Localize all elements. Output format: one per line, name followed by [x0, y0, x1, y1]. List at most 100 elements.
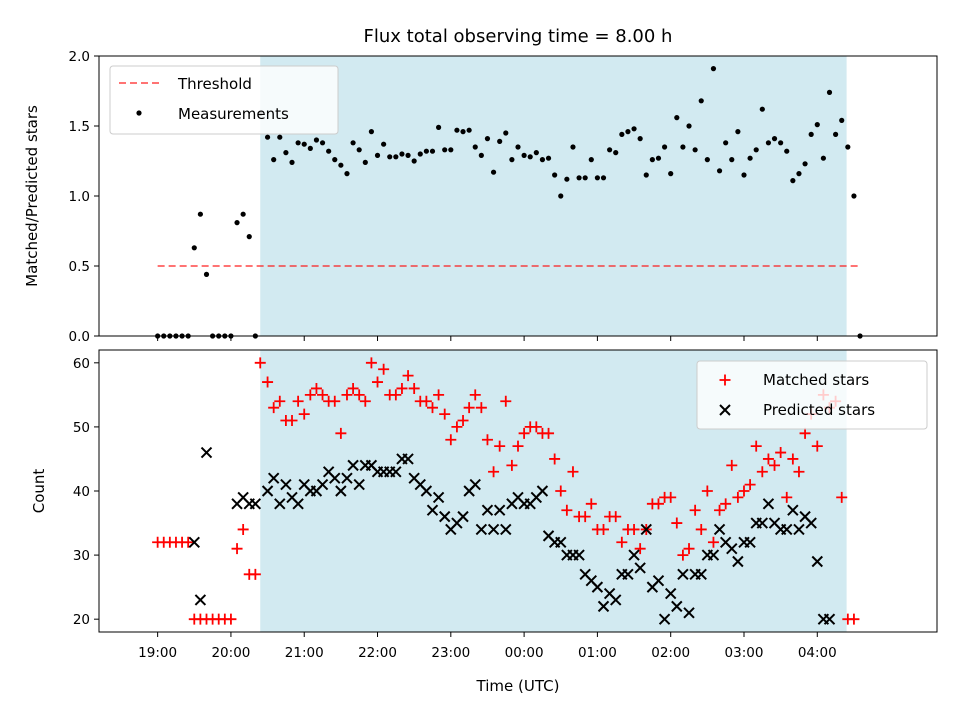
x-tick-label: 19:00 — [138, 645, 177, 661]
measurement-point — [484, 136, 491, 142]
predicted-point — [597, 600, 610, 613]
measurement-point — [429, 148, 436, 154]
matched-point — [475, 402, 487, 414]
x-tick-label: 22:00 — [358, 645, 397, 661]
x-tick-label: 21:00 — [285, 645, 324, 661]
measurement-point — [368, 129, 375, 135]
predicted-point — [329, 472, 341, 484]
measurement-point — [295, 140, 301, 146]
measurement-point — [289, 159, 295, 165]
predicted-point — [500, 523, 512, 536]
matched-point — [665, 491, 677, 503]
legend-box — [696, 360, 928, 430]
measurement-point — [460, 129, 466, 135]
matched-point — [701, 485, 713, 497]
matched-point — [848, 613, 860, 625]
measurement-point — [704, 157, 710, 163]
predicted-point — [469, 478, 481, 491]
legend-measurements-label: Measurements — [178, 105, 289, 123]
measurement-point — [527, 154, 533, 160]
measurement-point — [313, 137, 320, 143]
predicted-point — [341, 472, 353, 484]
matched-point — [304, 389, 316, 401]
measurement-point — [839, 117, 845, 123]
predicted-point — [671, 600, 683, 613]
predicted-point — [353, 478, 365, 491]
matched-point — [555, 485, 567, 497]
matched-point — [756, 466, 768, 478]
measurement-point — [442, 147, 448, 153]
measurement-point — [576, 175, 582, 181]
matched-point — [530, 421, 542, 433]
matched-point — [506, 459, 518, 471]
measurement-point — [454, 127, 460, 133]
measurement-point — [478, 152, 484, 158]
matched-point — [329, 395, 341, 407]
measurement-point — [851, 193, 857, 199]
matched-point — [481, 434, 493, 446]
ratio-panel: 0.0 0.5 1.0 1.5 2.0 Matched/Predicted stars Th… — [23, 49, 938, 345]
predicted-point — [426, 504, 439, 516]
matched-point — [262, 376, 274, 388]
predicted-point — [732, 555, 744, 568]
predicted-point — [640, 523, 652, 536]
y-tick-label: 0.0 — [69, 329, 90, 345]
matched-point — [469, 389, 481, 401]
series-measurements — [155, 66, 863, 339]
measurement-point — [423, 148, 429, 154]
matched-point — [347, 382, 359, 394]
measurement-point — [698, 98, 704, 104]
predicted-point — [683, 607, 695, 619]
matched-point — [561, 504, 573, 516]
legend-measurements-swatch — [136, 110, 142, 116]
predicted-point — [188, 536, 200, 548]
legend-predicted-label: Predicted stars — [763, 401, 875, 419]
predicted-point — [402, 453, 414, 465]
predicted-point — [811, 555, 823, 568]
matched-point — [781, 491, 793, 503]
measurement-point — [680, 144, 686, 150]
matched-point — [543, 427, 555, 439]
measurement-point — [570, 144, 576, 150]
predicted-point — [756, 517, 769, 529]
matched-point — [451, 421, 463, 433]
predicted-point — [744, 536, 756, 548]
measurement-point — [545, 155, 552, 161]
measurement-point — [197, 211, 203, 217]
x-tick-label: 20:00 — [211, 645, 250, 661]
predicted-point — [200, 446, 213, 459]
measurement-point — [692, 147, 698, 153]
matched-point — [396, 382, 408, 394]
matched-point — [652, 498, 664, 510]
count-panel: 20 30 40 50 60 19:00 20:00 21:00 22:00 23:00 00:00… — [30, 349, 938, 695]
matched-point — [500, 395, 512, 407]
predicted-point — [628, 549, 640, 561]
predicted-point — [573, 549, 585, 561]
axes-frame — [98, 55, 938, 337]
measurement-point — [716, 168, 723, 174]
predicted-point — [335, 485, 347, 497]
measurement-point — [503, 130, 509, 136]
y-axis-label: Count — [30, 469, 48, 514]
matched-point — [433, 389, 445, 401]
measurement-point — [283, 150, 289, 156]
matched-point — [378, 363, 390, 375]
measurement-point — [594, 175, 601, 181]
predicted-point — [420, 485, 433, 497]
matched-point — [683, 543, 695, 555]
measurement-point — [399, 151, 405, 157]
matched-point — [182, 536, 194, 548]
predicted-point — [658, 613, 671, 625]
predicted-point — [713, 523, 726, 536]
measurement-point — [405, 152, 411, 158]
matched-point — [231, 543, 243, 555]
observing-window-band — [260, 56, 847, 336]
measurement-point — [326, 148, 332, 154]
matched-point — [732, 491, 744, 503]
x-axis-label: Time (UTC) — [476, 677, 560, 695]
measurement-point — [307, 145, 313, 151]
matched-point — [744, 479, 756, 491]
measurement-point — [393, 154, 399, 160]
predicted-point — [274, 498, 286, 510]
measurement-point — [747, 155, 753, 161]
